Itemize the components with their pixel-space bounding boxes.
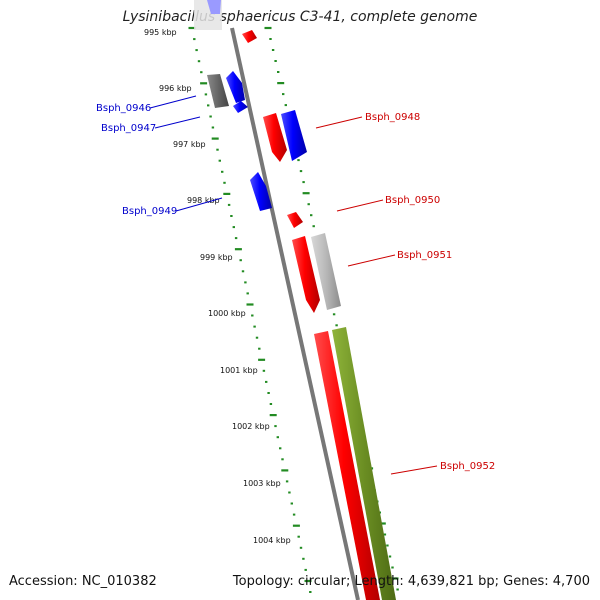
kbp-label-1004: 1004 kbp (253, 536, 291, 545)
gene-bsph-0946 (226, 71, 245, 103)
kbp-label-997: 997 kbp (173, 140, 206, 149)
gene-bsph-0951-red (292, 236, 320, 313)
genome-stats-text: Topology: circular; Length: 4,639,821 bp… (232, 574, 590, 589)
gene-bsph-0950 (287, 212, 303, 228)
kbp-label-1000: 1000 kbp (208, 309, 246, 318)
kbp-label-998: 998 kbp (187, 196, 220, 205)
gene-label-bsph-0950[interactable]: Bsph_0950 (385, 195, 440, 206)
kbp-label-1001: 1001 kbp (220, 366, 258, 375)
gene-bsph-0949 (250, 172, 272, 211)
gene-bsph-0946-grey (207, 74, 229, 108)
gene-small-red-top (242, 30, 257, 43)
kbp-ruler: 995 kbp 996 kbp 997 kbp 998 kbp 999 kbp … (144, 28, 291, 545)
gene-label-bsph-0949[interactable]: Bsph_0949 (122, 206, 177, 217)
gene-bsph-0947 (233, 101, 248, 113)
gene-label-bsph-0952[interactable]: Bsph_0952 (440, 461, 495, 472)
gene-bsph-0952-red (314, 331, 380, 600)
gene-label-bsph-0946[interactable]: Bsph_0946 (96, 103, 151, 114)
gene-label-bsph-0947[interactable]: Bsph_0947 (101, 123, 156, 134)
gene-bsph-0948 (281, 110, 307, 161)
gene-bsph-0951 (311, 233, 341, 310)
gene-bsph-0952 (332, 327, 396, 600)
kbp-label-1003: 1003 kbp (243, 479, 281, 488)
gene-block-top-blue (207, 0, 221, 14)
genome-backbone (230, 27, 360, 600)
kbp-label-999: 999 kbp (200, 253, 233, 262)
gene-label-bsph-0951[interactable]: Bsph_0951 (397, 250, 452, 261)
gene-bsph-0948-red (263, 113, 287, 162)
kbp-label-1002: 1002 kbp (232, 422, 270, 431)
kbp-label-996: 996 kbp (159, 84, 192, 93)
tick-track-left (188, 26, 312, 593)
accession-text: Accession: NC_010382 (9, 574, 157, 589)
kbp-label-995: 995 kbp (144, 28, 177, 37)
label-leaders (149, 95, 438, 475)
gene-label-bsph-0948[interactable]: Bsph_0948 (365, 112, 420, 123)
